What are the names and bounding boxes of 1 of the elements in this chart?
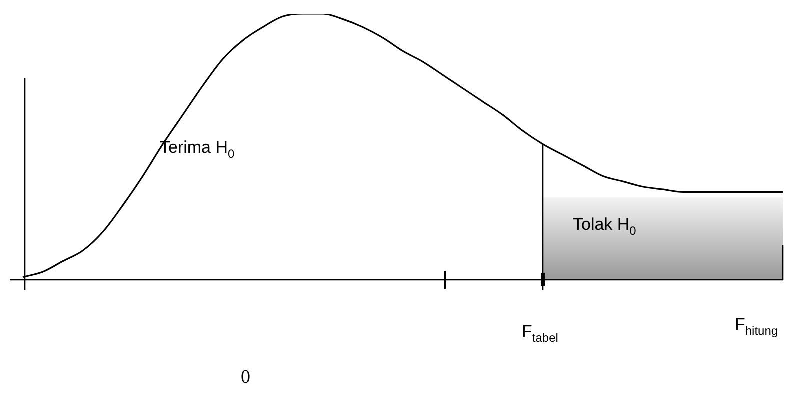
text: 0 — [241, 367, 250, 388]
